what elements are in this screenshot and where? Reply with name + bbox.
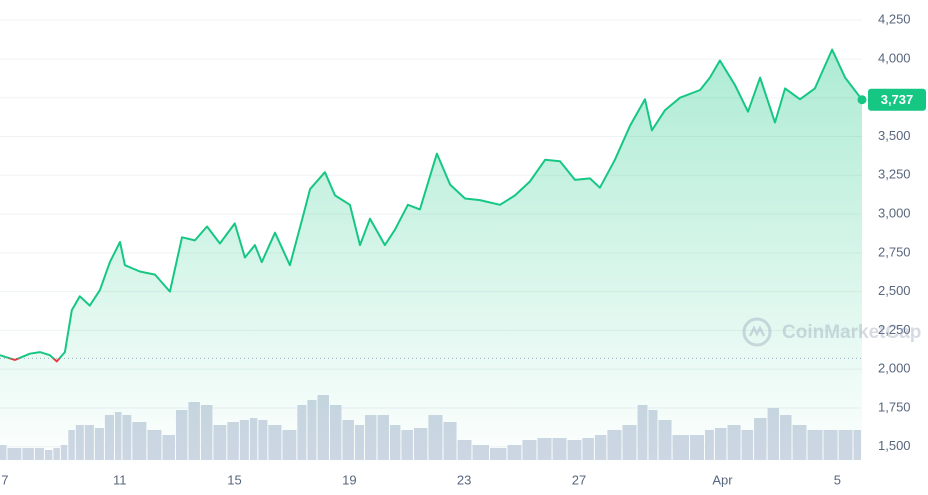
y-tick-label: 1,500: [878, 438, 911, 453]
y-tick-label: 1,750: [878, 399, 911, 414]
y-tick-label: 4,250: [878, 12, 911, 27]
price-line: [0, 48, 863, 363]
y-tick-label: 3,500: [878, 128, 911, 143]
x-tick-label: 5: [834, 472, 841, 487]
watermark-text: CoinMarketCap: [782, 322, 921, 343]
y-tick-label: 4,000: [878, 50, 911, 65]
y-tick-label: 2,750: [878, 244, 911, 259]
watermark: CoinMarketCap: [742, 317, 921, 347]
y-tick-label: 2,250: [878, 322, 911, 337]
price-tag: [868, 88, 926, 111]
x-tick-label: 7: [1, 472, 8, 487]
x-tick-label: 15: [227, 472, 241, 487]
x-tick-label: 19: [342, 472, 356, 487]
y-tick-label: 2,500: [878, 283, 911, 298]
x-tick-label: 27: [572, 472, 586, 487]
y-tick-label: 3,250: [878, 167, 911, 182]
last-point: [857, 95, 867, 105]
price-tag-label: 3,737: [881, 92, 914, 107]
price-area: [0, 49, 862, 470]
x-tick-label: 11: [113, 472, 127, 487]
y-tick-label: 2,000: [878, 361, 911, 376]
x-tick-label: 23: [457, 472, 471, 487]
x-tick-label: Apr: [712, 472, 733, 487]
y-tick-label: 3,000: [878, 205, 911, 220]
